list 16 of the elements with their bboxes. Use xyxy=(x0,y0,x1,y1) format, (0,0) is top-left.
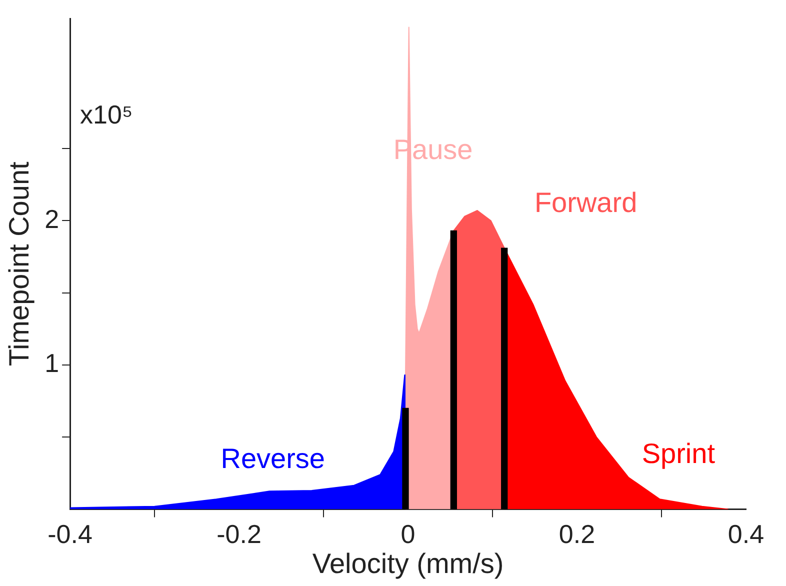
bar xyxy=(501,248,508,510)
x-axis-title: Velocity (mm/s) xyxy=(312,548,504,579)
x-tick-label: 0.4 xyxy=(728,518,764,549)
y-axis-title: Timepoint Count xyxy=(4,161,35,366)
series-label: Forward xyxy=(534,186,638,218)
x-tick-label: -0.2 xyxy=(216,518,262,549)
x-tick-label: 0 xyxy=(400,518,416,549)
x-tick-label: 0.2 xyxy=(558,518,596,549)
y-tick-label: 1 xyxy=(44,348,60,378)
annotation: x10⁵ xyxy=(80,100,133,130)
y-tick-label: 2 xyxy=(44,204,60,234)
x-tick-label: -0.4 xyxy=(48,518,92,549)
series-label: Reverse xyxy=(220,442,325,474)
series-label: Sprint xyxy=(642,438,716,469)
bar xyxy=(402,408,409,510)
bar xyxy=(450,230,457,510)
